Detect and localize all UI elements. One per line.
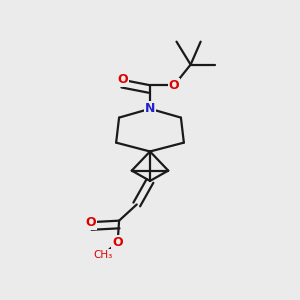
Text: O: O bbox=[118, 74, 128, 86]
Text: O: O bbox=[86, 216, 96, 229]
Text: N: N bbox=[145, 102, 155, 115]
Text: CH₃: CH₃ bbox=[93, 250, 112, 260]
Text: O: O bbox=[169, 79, 179, 92]
Text: O: O bbox=[112, 236, 123, 249]
